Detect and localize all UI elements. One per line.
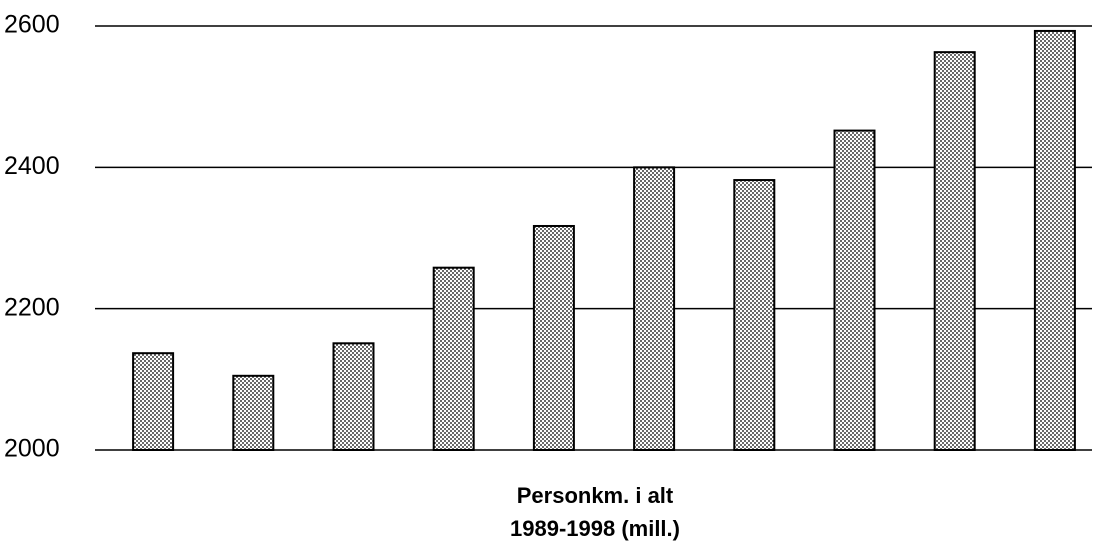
chart-subtitle: 1989-1998 (mill.) bbox=[510, 516, 680, 541]
bar bbox=[332, 342, 375, 451]
bar bbox=[833, 129, 876, 451]
bar bbox=[132, 352, 175, 452]
bar bbox=[633, 166, 676, 451]
y-tick-label: 2200 bbox=[4, 293, 60, 321]
bar bbox=[232, 374, 275, 451]
bar bbox=[733, 179, 776, 451]
y-tick-label: 2000 bbox=[4, 435, 60, 463]
y-tick-label: 2400 bbox=[4, 152, 60, 180]
chart-title: Personkm. i alt bbox=[517, 483, 674, 508]
bar bbox=[933, 51, 976, 451]
bar bbox=[432, 266, 475, 451]
bar bbox=[532, 224, 575, 451]
bar bbox=[1033, 29, 1076, 452]
y-tick-label: 2600 bbox=[4, 11, 60, 39]
